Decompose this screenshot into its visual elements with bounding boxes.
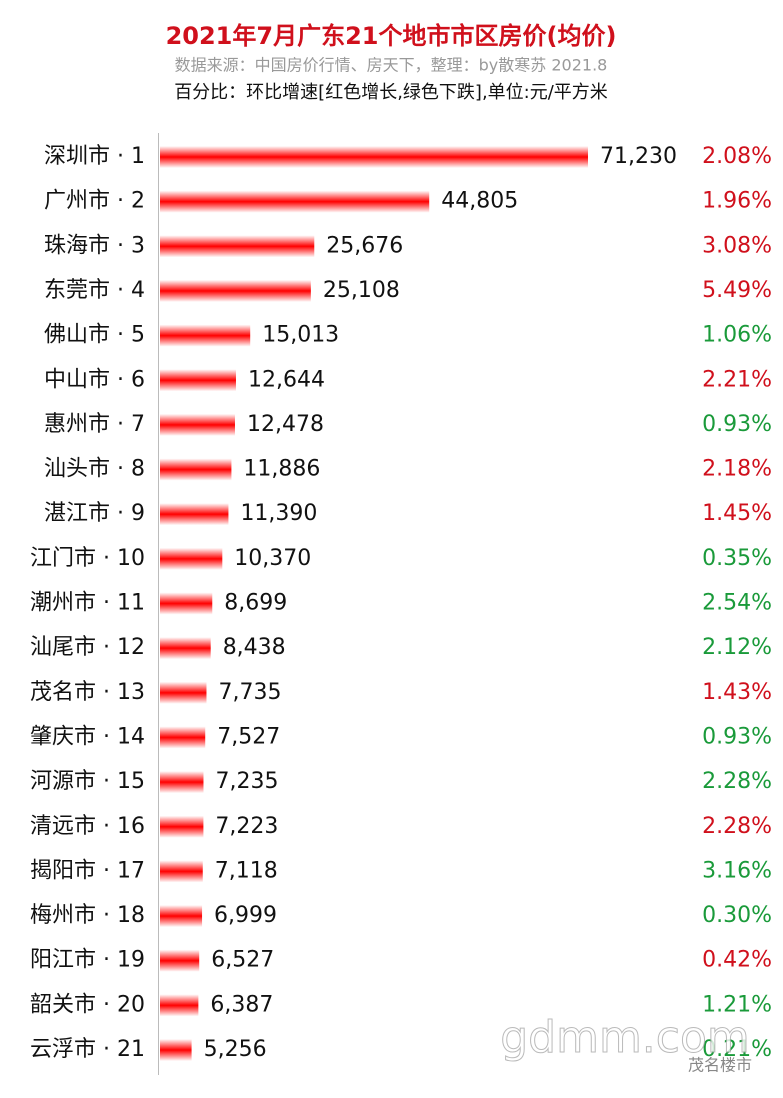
y-tick-label: 肇庆市 · 14 (30, 724, 145, 749)
change-label: 2.28% (702, 814, 772, 839)
value-label: 71,230 (600, 144, 677, 169)
bar (160, 905, 203, 928)
value-label: 6,527 (211, 948, 274, 973)
value-label: 8,438 (223, 635, 286, 660)
y-tick-label: 揭阳市 · 17 (30, 858, 145, 883)
value-label: 25,108 (323, 278, 400, 303)
bar (160, 324, 251, 347)
change-label: 5.49% (702, 278, 772, 303)
y-tick-label: 深圳市 · 1 (44, 144, 145, 169)
y-tick-label: 阳江市 · 19 (30, 948, 145, 973)
y-tick-label: 中山市 · 6 (44, 367, 145, 392)
bar (160, 235, 315, 258)
value-label: 7,223 (215, 814, 278, 839)
change-label: 0.35% (702, 546, 772, 571)
y-tick-label: 湛江市 · 9 (44, 501, 145, 526)
bar (160, 637, 211, 660)
y-tick-label: 汕尾市 · 12 (30, 635, 145, 660)
change-label: 1.45% (702, 501, 772, 526)
value-label: 6,387 (210, 992, 273, 1017)
value-label: 12,644 (248, 367, 325, 392)
change-label: 2.28% (702, 769, 772, 794)
value-label: 7,118 (215, 858, 278, 883)
bar (160, 190, 430, 213)
bar (160, 949, 200, 972)
value-label: 11,390 (240, 501, 317, 526)
value-label: 6,999 (214, 903, 277, 928)
value-label: 7,235 (215, 769, 278, 794)
y-tick-label: 韶关市 · 20 (30, 992, 145, 1017)
change-label: 2.18% (702, 457, 772, 482)
y-tick-label: 清远市 · 16 (30, 814, 145, 839)
bar (160, 413, 235, 436)
source-tag: 茂名楼市 (688, 1056, 752, 1075)
y-tick-label: 广州市 · 2 (44, 189, 145, 214)
y-tick-label: 茂名市 · 13 (30, 680, 145, 705)
y-tick-label: 珠海市 · 3 (44, 233, 145, 258)
change-label: 0.42% (702, 948, 772, 973)
value-label: 44,805 (441, 189, 518, 214)
change-label: 3.16% (702, 858, 772, 883)
bar (160, 146, 588, 168)
change-label: 1.06% (702, 323, 772, 348)
bar (160, 771, 204, 794)
y-tick-label: 潮州市 · 11 (30, 591, 145, 616)
subtitle: 数据来源：中国房价行情、房天下，整理：by散寒苏 2021.8 (175, 56, 608, 75)
chart-title: 2021年7月广东21个地市市区房价(均价) (166, 22, 617, 50)
bar (160, 815, 204, 838)
value-label: 11,886 (243, 457, 320, 482)
bar (160, 279, 311, 302)
bar (160, 681, 207, 704)
value-label: 7,735 (218, 680, 281, 705)
change-label: 0.21% (702, 1037, 772, 1062)
watermark: gdmm.com (500, 1012, 750, 1063)
y-tick-label: 江门市 · 10 (30, 546, 145, 571)
change-label: 1.96% (702, 189, 772, 214)
change-label: 2.08% (702, 144, 772, 169)
bar (160, 458, 232, 481)
value-label: 7,527 (217, 724, 280, 749)
y-tick-label: 汕头市 · 8 (44, 457, 145, 482)
bar (160, 592, 213, 615)
change-label: 1.21% (702, 992, 772, 1017)
value-label: 25,676 (326, 233, 403, 258)
y-tick-label: 梅州市 · 18 (30, 903, 145, 928)
bar (160, 503, 229, 526)
change-label: 0.93% (702, 724, 772, 749)
bar (160, 1039, 192, 1061)
value-label: 15,013 (262, 323, 339, 348)
y-tick-label: 云浮市 · 21 (30, 1037, 145, 1062)
bar (160, 369, 236, 392)
value-label: 10,370 (234, 546, 311, 571)
change-label: 1.43% (702, 680, 772, 705)
change-label: 0.30% (702, 903, 772, 928)
note: 百分比：环比增速[红色增长,绿色下跌],单位:元/平方米 (174, 82, 608, 103)
change-label: 0.93% (702, 412, 772, 437)
change-label: 3.08% (702, 233, 772, 258)
y-tick-label: 东莞市 · 4 (44, 278, 145, 303)
y-tick-label: 河源市 · 15 (30, 769, 145, 794)
bar (160, 547, 223, 570)
change-label: 2.21% (702, 367, 772, 392)
bar (160, 994, 199, 1017)
bar (160, 726, 206, 749)
y-tick-label: 佛山市 · 5 (44, 323, 145, 348)
value-label: 5,256 (204, 1037, 267, 1062)
change-label: 2.54% (702, 591, 772, 616)
value-label: 8,699 (224, 591, 287, 616)
bar (160, 860, 203, 883)
value-label: 12,478 (247, 412, 324, 437)
change-label: 2.12% (702, 635, 772, 660)
y-tick-label: 惠州市 · 7 (44, 412, 145, 437)
